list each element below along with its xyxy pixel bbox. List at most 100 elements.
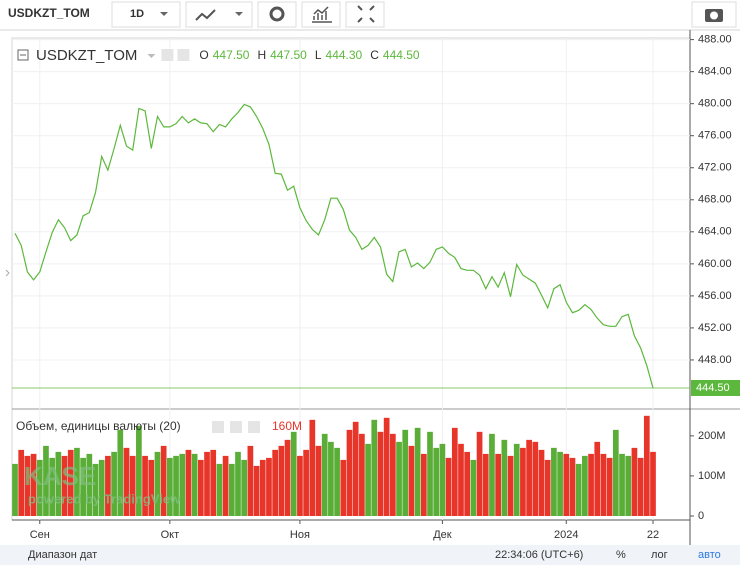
volume-bar xyxy=(582,455,588,516)
volume-bar xyxy=(451,427,458,516)
volume-bar xyxy=(414,427,421,516)
volume-bar xyxy=(297,455,303,516)
log-toggle[interactable]: лог xyxy=(651,549,668,561)
ohlc-label: C xyxy=(370,48,379,62)
auto-toggle[interactable]: авто xyxy=(698,549,721,561)
indicators-button[interactable] xyxy=(301,1,341,28)
volume-bar xyxy=(74,447,80,516)
x-tick-label: 22 xyxy=(647,529,659,541)
interval[interactable]: 1D xyxy=(130,8,144,20)
percent-toggle[interactable]: % xyxy=(616,549,626,561)
y-tick-label: 100M xyxy=(698,470,726,482)
volume-bar xyxy=(179,453,186,516)
volume-bar xyxy=(197,459,204,516)
volume-bar xyxy=(253,465,260,516)
ohlc-label: L xyxy=(315,48,322,62)
clock: 22:34:06 (UTC+6) xyxy=(495,549,583,561)
y-tick-label: 200M xyxy=(698,430,726,442)
y-tick-label: 0 xyxy=(698,510,704,522)
volume-bar xyxy=(105,455,111,516)
volume-bar xyxy=(619,453,625,516)
volume-bar xyxy=(637,457,644,516)
volume-bar xyxy=(551,447,557,516)
volume-bar xyxy=(210,449,217,516)
volume-bar xyxy=(92,463,99,516)
volume-bar xyxy=(538,449,545,516)
volume-bar xyxy=(470,459,477,516)
date-range[interactable]: Диапазон дат xyxy=(28,549,97,561)
y-tick-label: 456.00 xyxy=(698,290,732,302)
volume-bar xyxy=(303,449,309,516)
fullscreen-button[interactable] xyxy=(345,1,385,28)
eye-button[interactable] xyxy=(161,49,174,61)
ohlc-value: 444.50 xyxy=(383,48,420,62)
volume-bar xyxy=(148,459,155,516)
volume-bar xyxy=(476,431,483,516)
settings-button[interactable] xyxy=(257,1,297,28)
volume-bar xyxy=(383,417,390,516)
volume-bar xyxy=(445,457,452,516)
snapshot-button[interactable] xyxy=(691,1,737,28)
volume-bar xyxy=(606,457,613,516)
volume-bar xyxy=(315,445,322,516)
volume-bar xyxy=(24,455,31,516)
volume-bars xyxy=(12,415,656,516)
volume-bar xyxy=(98,459,105,516)
volume-bar xyxy=(272,449,279,516)
volume-bar xyxy=(352,421,359,516)
x-tick-label: Ноя xyxy=(290,529,310,541)
dropdown-arrow xyxy=(235,12,243,16)
scroll-arrow[interactable] xyxy=(5,269,10,277)
volume-bar xyxy=(55,451,62,516)
volume-bar xyxy=(396,441,402,516)
camera-lens xyxy=(710,11,718,20)
volume-bar xyxy=(625,455,632,516)
volume-bar xyxy=(482,453,489,516)
y-tick-label: 448.00 xyxy=(698,354,732,366)
volume-bar xyxy=(631,447,638,516)
y-tick-label: 464.00 xyxy=(698,226,732,238)
volume-bar xyxy=(12,463,18,516)
volume-bar xyxy=(129,455,136,516)
volume-bar xyxy=(495,453,501,516)
fullscreen-icon xyxy=(357,5,375,23)
volume-bar xyxy=(284,439,291,516)
watermark-logo: KASE xyxy=(24,461,96,491)
ohlc-value: 444.30 xyxy=(326,48,363,62)
settings-button[interactable] xyxy=(230,421,242,433)
volume-bar xyxy=(427,431,433,516)
y-tick-label: 472.00 xyxy=(698,162,732,174)
volume-bar xyxy=(222,455,229,516)
toolbar xyxy=(0,0,740,30)
volume-bar xyxy=(489,433,495,516)
settings-button[interactable] xyxy=(177,49,190,61)
volume-bar xyxy=(346,429,353,516)
remove-button[interactable] xyxy=(248,421,260,433)
volume-bar xyxy=(18,449,25,516)
volume-bar xyxy=(61,455,68,516)
y-tick-label: 480.00 xyxy=(698,98,732,110)
volume-bar xyxy=(86,453,93,516)
last-price-box xyxy=(691,379,740,396)
x-tick-label: 2024 xyxy=(554,529,578,541)
volume-bar xyxy=(185,449,192,516)
volume-bar xyxy=(334,447,340,516)
volume-bar xyxy=(588,453,594,516)
volume-bar xyxy=(526,439,532,516)
symbol[interactable]: USDKZT_TOM xyxy=(8,6,90,20)
volume-bar xyxy=(117,429,124,516)
gear-icon xyxy=(269,6,285,22)
volume-bar xyxy=(365,443,371,516)
volume-bar xyxy=(290,431,297,516)
volume-bar xyxy=(501,439,508,516)
interval-button[interactable] xyxy=(111,1,181,28)
ohlc-label: O xyxy=(199,48,208,62)
chart-style-button[interactable] xyxy=(185,1,253,28)
volume-last-value: 160M xyxy=(272,419,302,433)
volume-bar xyxy=(612,429,619,516)
volume-bar xyxy=(247,445,254,516)
volume-bar xyxy=(464,451,471,516)
volume-bar xyxy=(123,447,130,516)
volume-bar xyxy=(49,457,56,516)
eye-button[interactable] xyxy=(212,421,224,433)
